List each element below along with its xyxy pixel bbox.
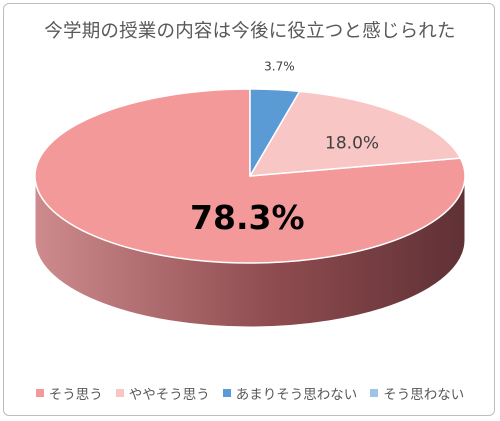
- data-label-2: 3.7%: [264, 60, 295, 74]
- legend-label-1: ややそう思う: [128, 387, 210, 403]
- legend-item-2: あまりそう思わない: [222, 383, 358, 403]
- legend-swatch-0: [35, 389, 44, 397]
- chart-title: 今学期の授業の内容は今後に役立つと感じられた: [44, 21, 456, 42]
- pie-slice-2: [249, 88, 301, 177]
- pie-slice-1: [249, 90, 462, 177]
- legend-label-2: あまりそう思わない: [235, 387, 358, 403]
- legend-item-0: そう思う: [35, 383, 103, 403]
- data-label-1: 18.0%: [325, 134, 379, 154]
- legend-swatch-1: [115, 389, 124, 397]
- legend-item-1: ややそう思う: [115, 383, 210, 403]
- legend-label-3: そう思わない: [383, 387, 465, 403]
- chart-legend: そう思う ややそう思う あまりそう思わない そう思わない: [0, 383, 500, 403]
- legend-swatch-2: [222, 389, 231, 397]
- legend-swatch-3: [370, 389, 379, 397]
- legend-item-3: そう思わない: [370, 383, 464, 403]
- legend-label-0: そう思う: [48, 387, 103, 403]
- data-label-0: 78.3%: [190, 198, 305, 237]
